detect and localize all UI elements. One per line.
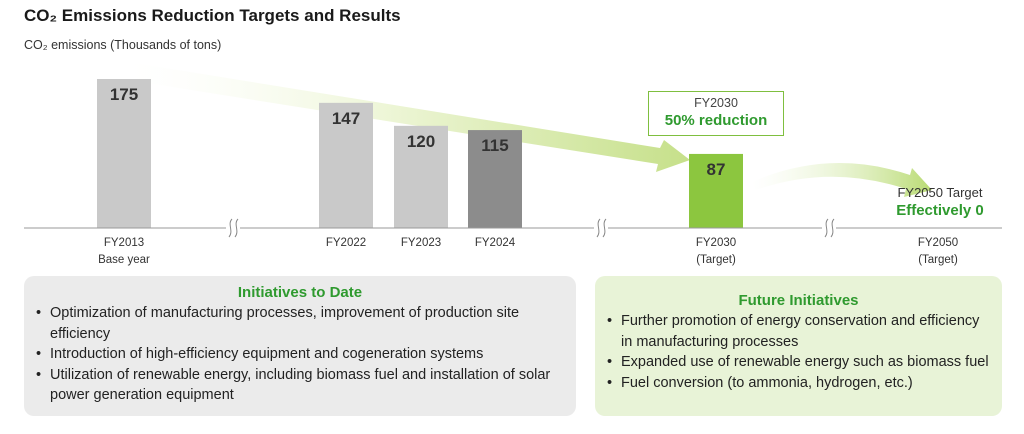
future-initiatives-heading: Future Initiatives [738, 292, 859, 309]
bar-fy2023 [394, 125, 448, 228]
axis-break-mark [234, 218, 239, 238]
bar-fy2013 [97, 79, 151, 228]
list-item: Introduction of high-efficiency equipmen… [36, 344, 564, 365]
list-item: Expanded use of renewable energy such as… [607, 352, 990, 373]
axis-break-mark [830, 218, 835, 238]
fy2050-target-label: FY2050 Target Effectively 0 [880, 185, 1000, 219]
axis-break-gap [226, 220, 240, 236]
bar-value-label: 87 [707, 160, 726, 179]
fy2050-target-line1: FY2050 Target [897, 185, 983, 200]
x-tick-sublabel: Base year [98, 254, 150, 266]
trend-arrow-2050 [752, 163, 932, 197]
bar-value-label: 120 [407, 132, 435, 151]
axis-break-mark [824, 218, 829, 238]
list-item: Optimization of manufacturing processes,… [36, 303, 564, 344]
x-tick-label: FY2030 [696, 237, 736, 249]
initiatives-to-date-heading: Initiatives to Date [237, 284, 363, 301]
fy2030-callout-line2: 50% reduction [664, 112, 768, 129]
x-tick-label: FY2022 [326, 237, 366, 249]
x-tick-sublabel: (Target) [696, 254, 736, 266]
chart-title: CO₂ Emissions Reduction Targets and Resu… [24, 6, 401, 25]
axis-break-mark [228, 218, 233, 238]
list-item: Utilization of renewable energy, includi… [36, 365, 564, 406]
axis-break-gap [594, 220, 608, 236]
bar-value-label: 115 [481, 136, 508, 155]
fy2050-target-line2: Effectively 0 [896, 202, 984, 219]
initiatives-to-date-panel: Initiatives to Date Optimization of manu… [24, 276, 576, 416]
x-tick-label: FY2013 [104, 237, 144, 249]
x-tick-label: FY2023 [401, 237, 441, 249]
y-axis-label: CO₂ emissions (Thousands of tons) [24, 38, 222, 52]
axis-break-gap [822, 220, 836, 236]
emissions-bar-chart: 175 147 120 115 87 FY2013 Base year FY2022 FY20… [24, 62, 1002, 266]
axis-break-mark [602, 218, 607, 238]
list-item: Further promotion of energy conservation… [607, 311, 990, 352]
bar-value-label: 175 [110, 85, 138, 104]
bar-fy2024 [468, 130, 522, 228]
fy2030-callout: FY2030 50% reduction [648, 91, 784, 136]
x-tick-sublabel: (Target) [918, 254, 958, 266]
future-initiatives-panel: Future Initiatives Further promotion of … [595, 276, 1002, 416]
x-tick-label: FY2050 [918, 237, 958, 249]
list-item: Fuel conversion (to ammonia, hydrogen, e… [607, 373, 990, 394]
fy2030-callout-line1: FY2030 [694, 96, 738, 110]
trend-arrow [128, 62, 690, 172]
bar-fy2022 [319, 102, 373, 228]
bar-value-label: 147 [332, 109, 360, 128]
x-tick-label: FY2024 [475, 237, 516, 249]
bar-fy2030 [689, 153, 743, 228]
axis-break-mark [596, 218, 601, 238]
